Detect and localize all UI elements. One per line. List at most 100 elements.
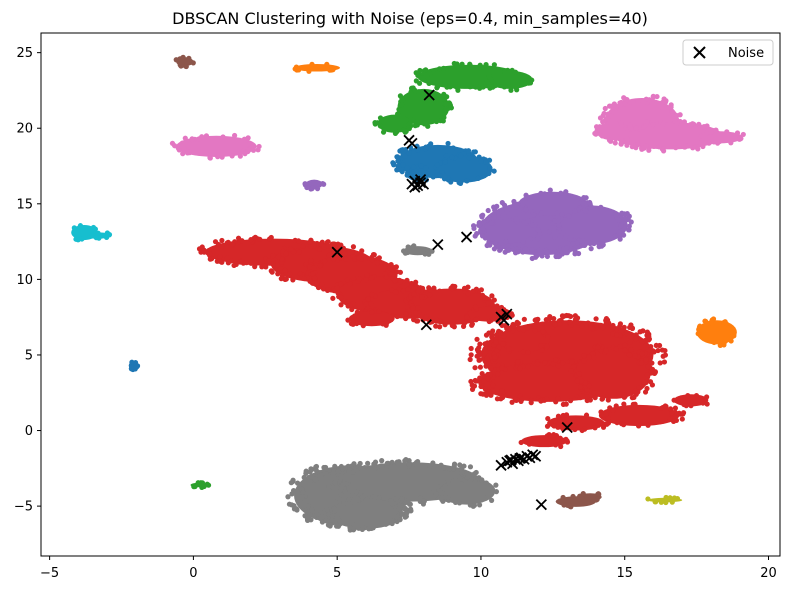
cluster-point	[548, 433, 554, 439]
cluster-point	[465, 291, 471, 297]
cluster-point	[303, 470, 309, 477]
cluster-point	[639, 351, 645, 357]
cluster-point	[654, 93, 660, 100]
cluster-point	[207, 155, 213, 161]
cluster-point	[551, 315, 557, 322]
cluster-point	[451, 461, 458, 467]
cluster-point	[520, 239, 526, 245]
cluster-2	[190, 60, 535, 491]
cluster-point	[467, 84, 473, 90]
cluster-point	[93, 235, 99, 241]
cluster-point	[562, 190, 569, 196]
cluster-point	[474, 231, 480, 237]
cluster-point	[644, 372, 650, 378]
cluster-point	[361, 468, 368, 474]
cluster-point	[700, 400, 706, 406]
cluster-point	[646, 333, 652, 339]
cluster-region	[486, 70, 533, 89]
cluster-point	[627, 124, 633, 131]
cluster-point	[509, 399, 515, 405]
cluster-point	[485, 207, 491, 214]
cluster-point	[455, 87, 461, 93]
cluster-point	[496, 344, 502, 350]
cluster-point	[486, 389, 492, 395]
cluster-point	[560, 494, 566, 501]
cluster-point	[448, 179, 454, 185]
cluster-point	[412, 87, 418, 94]
cluster-point	[195, 480, 201, 486]
cluster-point	[267, 236, 273, 242]
cluster-point	[410, 305, 416, 311]
cluster-point	[468, 476, 474, 482]
cluster-point	[270, 261, 276, 267]
cluster-point	[186, 55, 192, 61]
cluster-point	[282, 267, 288, 274]
cluster-point	[178, 63, 184, 69]
cluster-point	[501, 333, 507, 339]
cluster-point	[633, 336, 639, 342]
cluster-point	[396, 106, 402, 113]
cluster-point	[724, 129, 730, 135]
cluster-point	[471, 225, 477, 232]
noise-point	[498, 314, 510, 326]
cluster-point	[696, 121, 702, 127]
cluster-point	[587, 397, 593, 403]
cluster-point	[525, 349, 531, 356]
cluster-point	[345, 317, 351, 323]
cluster-point	[481, 218, 487, 225]
cluster-point	[616, 390, 623, 397]
cluster-point	[487, 345, 493, 351]
cluster-point	[704, 394, 710, 400]
cluster-point	[515, 249, 521, 255]
cluster-point	[384, 320, 390, 326]
cluster-point	[413, 78, 419, 84]
cluster-point	[423, 67, 429, 73]
cluster-point	[461, 320, 467, 326]
cluster-point	[539, 347, 545, 353]
cluster-point	[552, 417, 558, 424]
cluster-point	[579, 393, 585, 399]
cluster-point	[245, 148, 251, 155]
cluster-point	[520, 349, 527, 355]
cluster-point	[401, 506, 407, 512]
cluster-point	[392, 496, 399, 502]
cluster-point	[586, 383, 592, 389]
cluster-point	[493, 482, 499, 488]
cluster-region	[498, 327, 550, 352]
cluster-point	[488, 220, 494, 226]
noise-point	[423, 89, 435, 101]
cluster-point	[478, 287, 485, 293]
cluster-point	[617, 236, 623, 242]
x-tick-label: 20	[760, 566, 777, 581]
cluster-point	[493, 332, 500, 338]
cluster-point	[255, 147, 261, 153]
cluster-point	[275, 262, 281, 268]
cluster-point	[577, 384, 584, 390]
cluster-point	[502, 70, 508, 76]
cluster-point	[445, 478, 451, 484]
cluster-point	[645, 363, 651, 370]
cluster-point	[642, 337, 649, 343]
cluster-point	[473, 378, 480, 384]
cluster-point	[506, 390, 512, 396]
cluster-point	[490, 382, 496, 388]
cluster-point	[613, 233, 619, 239]
cluster-point	[400, 127, 406, 133]
cluster-point	[711, 339, 717, 346]
noise-point	[331, 246, 343, 258]
cluster-point	[90, 224, 97, 231]
cluster-point	[529, 247, 535, 253]
cluster-point	[296, 249, 303, 255]
cluster-point	[669, 410, 675, 416]
cluster-point	[393, 264, 399, 270]
cluster-point	[342, 251, 348, 257]
cluster-point	[338, 492, 344, 498]
cluster-point	[172, 143, 178, 149]
cluster-point	[491, 62, 497, 68]
cluster-point	[588, 325, 594, 331]
cluster-point	[628, 346, 634, 353]
cluster-point	[632, 353, 638, 359]
cluster-point	[558, 190, 564, 196]
cluster-point	[570, 241, 576, 247]
cluster-point	[605, 415, 611, 421]
